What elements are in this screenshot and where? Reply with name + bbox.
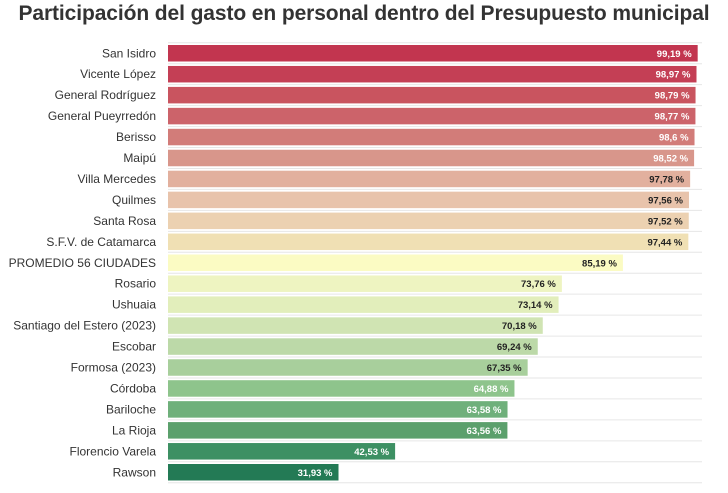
category-label: Santa Rosa — [93, 214, 156, 228]
value-label: 31,93 % — [298, 468, 333, 479]
category-label: General Pueyrredón — [48, 109, 156, 123]
bar-row: Santiago del Estero (2023) 70,18 % — [13, 317, 543, 334]
value-label: 97,44 % — [647, 237, 682, 248]
category-label: La Rioja — [112, 423, 156, 437]
bar[interactable] — [168, 338, 538, 355]
value-label: 70,18 % — [502, 321, 537, 332]
value-label: 98,77 % — [655, 112, 690, 123]
bar[interactable] — [168, 65, 697, 83]
bar-row: La Rioja 63,56 % — [112, 422, 508, 439]
value-label: 99,19 % — [657, 49, 692, 60]
value-label: 73,14 % — [518, 300, 553, 311]
bar[interactable] — [168, 128, 695, 146]
value-label: 98,97 % — [656, 70, 691, 81]
bar[interactable] — [168, 296, 559, 313]
bar-row: General Rodríguez 98,79 % — [55, 86, 696, 104]
bar-row: Maipú 98,52 % — [123, 149, 695, 167]
value-label: 42,53 % — [354, 447, 389, 458]
bar-row: Florencio Varela 42,53 % — [70, 443, 396, 460]
bar-row: Bariloche 63,58 % — [106, 401, 508, 418]
bar-row: S.F.V. de Catamarca 97,44 % — [46, 233, 689, 251]
value-label: 63,58 % — [467, 405, 502, 416]
value-label: 64,88 % — [474, 384, 509, 395]
category-label: Rosario — [115, 277, 157, 291]
value-label: 67,35 % — [487, 363, 522, 374]
bar[interactable] — [168, 107, 696, 125]
value-label: 97,78 % — [649, 174, 684, 185]
bar-row: PROMEDIO 56 CIUDADES 85,19 % — [9, 254, 623, 272]
bar[interactable] — [168, 191, 689, 209]
category-label: Ushuaia — [112, 298, 156, 312]
grid-lines — [168, 42, 702, 484]
bar-row: Quilmes 97,56 % — [112, 191, 689, 209]
bar[interactable] — [168, 233, 689, 251]
category-label: Maipú — [123, 151, 156, 165]
bar[interactable] — [168, 170, 691, 188]
value-label: 98,52 % — [653, 154, 688, 165]
category-label: Villa Mercedes — [78, 172, 156, 186]
bar-row: Formosa (2023) 67,35 % — [71, 359, 528, 376]
bar-row: San Isidro 99,19 % — [102, 45, 698, 62]
category-label: Santiago del Estero (2023) — [13, 319, 156, 333]
bar[interactable] — [168, 212, 689, 230]
bars: San Isidro 99,19 % Vicente López 98,97 % Gen… — [9, 45, 698, 481]
bar-row: Santa Rosa 97,52 % — [93, 212, 689, 230]
category-label: San Isidro — [102, 46, 156, 60]
category-label: Florencio Varela — [70, 444, 157, 458]
value-label: 97,56 % — [648, 195, 683, 206]
value-label: 73,76 % — [521, 279, 556, 290]
value-label: 63,56 % — [467, 426, 502, 437]
category-label: Escobar — [112, 340, 156, 354]
bar[interactable] — [168, 380, 515, 397]
bar[interactable] — [168, 86, 696, 104]
value-label: 69,24 % — [497, 342, 532, 353]
value-label: 85,19 % — [582, 258, 617, 269]
bar[interactable] — [168, 317, 543, 334]
bar[interactable] — [168, 359, 528, 376]
bar-row: Villa Mercedes 97,78 % — [78, 170, 691, 188]
value-label: 97,52 % — [648, 216, 683, 227]
bar-row: Rosario 73,76 % — [115, 275, 562, 292]
category-label: Berisso — [116, 130, 156, 144]
category-label: Rawson — [113, 465, 156, 479]
bar[interactable] — [168, 464, 339, 481]
bar-row: Vicente López 98,97 % — [80, 65, 697, 83]
bar[interactable] — [168, 401, 508, 418]
category-label: Quilmes — [112, 193, 156, 207]
bar-row: Berisso 98,6 % — [116, 128, 695, 146]
bar-row: Escobar 69,24 % — [112, 338, 538, 355]
bar[interactable] — [168, 149, 695, 167]
category-label: Bariloche — [106, 402, 156, 416]
category-label: General Rodríguez — [55, 88, 156, 102]
chart-title: Participación del gasto en personal dent… — [18, 2, 710, 25]
bar-row: Rawson 31,93 % — [113, 464, 339, 481]
category-label: S.F.V. de Catamarca — [46, 235, 156, 249]
bar[interactable] — [168, 422, 508, 439]
value-label: 98,6 % — [659, 133, 689, 144]
bar-row: Ushuaia 73,14 % — [112, 296, 559, 313]
category-label: PROMEDIO 56 CIUDADES — [9, 256, 156, 270]
category-label: Vicente López — [80, 67, 156, 81]
category-label: Formosa (2023) — [71, 361, 156, 375]
category-label: Córdoba — [110, 381, 156, 395]
bar[interactable] — [168, 45, 698, 62]
bar[interactable] — [168, 443, 396, 460]
bar[interactable] — [168, 254, 623, 272]
value-label: 98,79 % — [655, 91, 690, 102]
bar-row: Córdoba 64,88 % — [110, 380, 515, 397]
bar-row: General Pueyrredón 98,77 % — [48, 107, 696, 125]
bar[interactable] — [168, 275, 562, 292]
